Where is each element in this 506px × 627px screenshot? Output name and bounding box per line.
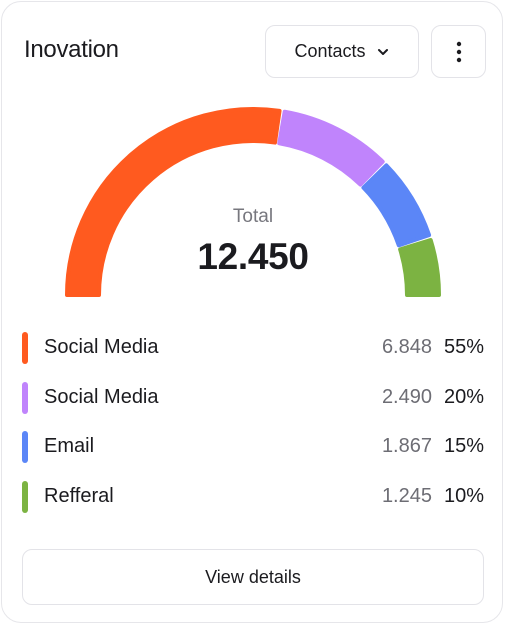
vertical-ellipsis-icon (456, 41, 461, 62)
card-title: Inovation (24, 36, 119, 63)
legend-label: Social Media (44, 336, 159, 358)
dropdown-label: Contacts (294, 41, 366, 61)
total-label: Total (232, 206, 274, 227)
semi-donut-chart (65, 107, 441, 297)
legend-label: Refferal (44, 484, 114, 507)
legend-row: Social Media 2.490 20% (22, 373, 484, 423)
legend-swatch (22, 381, 28, 414)
legend-percent: 15% (443, 435, 484, 457)
legend-swatch (22, 332, 28, 364)
total-value: 12.450 (197, 236, 309, 277)
legend: Social Media 6.848 55% Social Media 2.49… (22, 323, 484, 521)
legend-value: 1.867 (381, 435, 432, 457)
legend-percent: 55% (443, 336, 484, 358)
legend-label: Social Media (44, 385, 159, 408)
legend-row: Refferal 1.245 10% (22, 472, 484, 522)
legend-row: Email 1.867 15% (22, 422, 484, 472)
legend-value: 6.848 (381, 336, 432, 358)
gauge-segment-4 (398, 237, 441, 297)
gauge-segment-3 (361, 163, 432, 248)
chevron-down-icon (377, 48, 388, 55)
legend-percent: 10% (443, 484, 484, 507)
legend-swatch (22, 431, 28, 463)
legend-value: 1.245 (381, 484, 432, 507)
legend-row: Social Media 6.848 55% (22, 323, 484, 373)
contacts-dropdown[interactable]: Contacts (265, 25, 419, 78)
legend-value: 2.490 (381, 385, 432, 408)
gauge-segment-2 (277, 109, 385, 187)
legend-label: Email (44, 435, 95, 457)
legend-percent: 20% (443, 385, 484, 408)
view-details-button[interactable]: View details (22, 549, 484, 605)
legend-swatch (22, 480, 28, 513)
more-options-button[interactable] (431, 25, 486, 78)
gauge-segment-1 (65, 107, 282, 297)
